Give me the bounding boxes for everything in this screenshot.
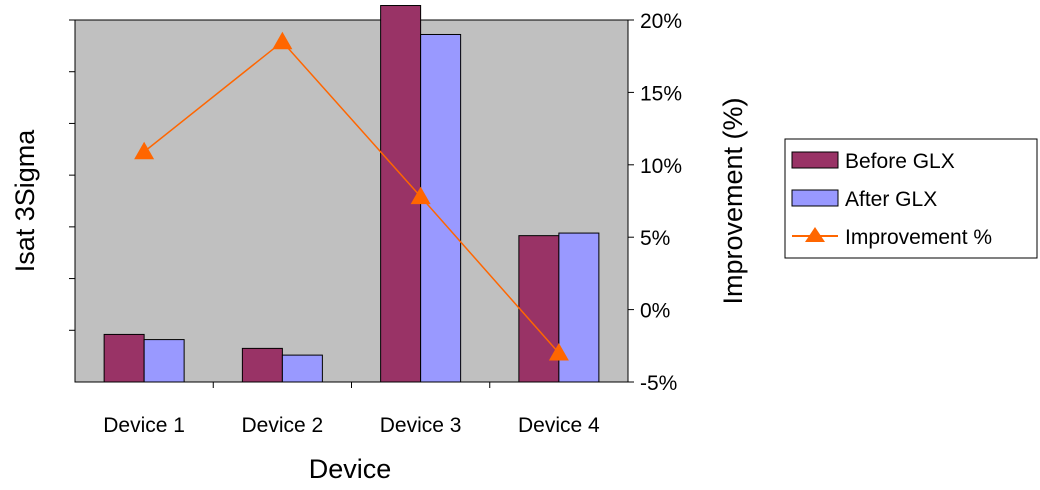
y-axis-title: Isat 3Sigma [10, 129, 40, 273]
bar-after-glx-2 [281, 354, 323, 383]
legend-swatch-before-glx [791, 151, 839, 169]
y2-tick-label: 15% [640, 82, 682, 105]
bar-before-glx-1 [103, 333, 145, 383]
bar-after-glx-3 [420, 33, 462, 383]
x-tick-label: Device 4 [518, 414, 600, 437]
improvement-point-4 [548, 343, 569, 361]
y2-tick-label: 10% [640, 155, 682, 178]
y2-tick-label: -5% [640, 372, 677, 395]
improvement-point-3 [410, 186, 431, 205]
y2-tick-label: 0% [640, 300, 670, 323]
bar-before-glx-3 [380, 5, 422, 383]
y2-axis-title: Improvement (%) [718, 97, 748, 304]
improvement-point-1 [134, 141, 155, 160]
y2-tick-label: 20% [640, 10, 682, 33]
x-tick-label: Device 1 [103, 414, 185, 437]
legend-label: Improvement % [845, 226, 992, 249]
improvement-line [143, 40, 560, 354]
legend: Before GLX After GLX Improvement % [784, 138, 1038, 259]
x-tick-label: Device 2 [242, 414, 324, 437]
improvement-point-2 [272, 31, 293, 50]
y2-tick-label: 5% [640, 227, 670, 250]
bar-after-glx-1 [143, 339, 185, 383]
legend-marker-swatch [805, 227, 825, 242]
legend-label: Before GLX [845, 150, 955, 173]
x-tick-label: Device 3 [380, 414, 462, 437]
bar-before-glx-2 [241, 347, 283, 383]
legend-label: After GLX [845, 188, 937, 211]
x-axis-title: Device [309, 454, 392, 484]
legend-swatch-after-glx [791, 189, 839, 207]
